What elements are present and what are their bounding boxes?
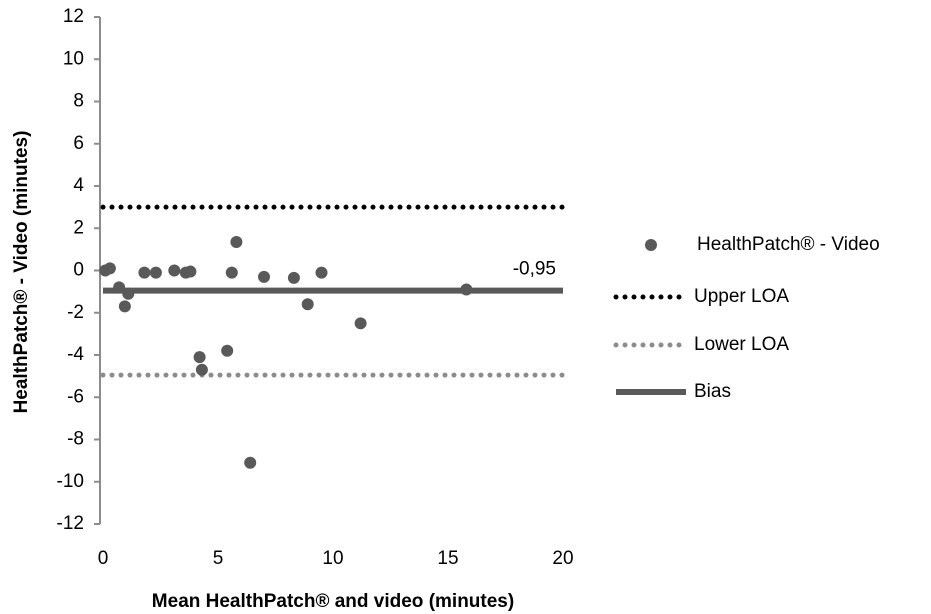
point xyxy=(244,456,257,469)
y-tick-label: 8 xyxy=(73,91,84,112)
point xyxy=(225,266,238,279)
x-tick-label: 10 xyxy=(322,548,343,569)
point xyxy=(460,283,473,296)
y-tick-label: -8 xyxy=(67,429,84,450)
point xyxy=(315,266,328,279)
y-tick-label: -10 xyxy=(57,471,84,492)
point xyxy=(103,262,116,275)
point xyxy=(122,287,135,300)
point xyxy=(258,270,270,283)
y-tick-label: 6 xyxy=(73,133,84,154)
legend-label: Bias xyxy=(694,381,731,402)
point xyxy=(193,351,206,364)
y-tick-label: -2 xyxy=(67,302,84,323)
x-tick-label: 0 xyxy=(98,548,109,569)
y-tick-label: 10 xyxy=(63,48,84,69)
y-tick-label: 12 xyxy=(63,6,84,27)
x-tick-label: 20 xyxy=(552,548,573,569)
point xyxy=(287,271,300,284)
legend-label: HealthPatch® - Video xyxy=(697,234,880,255)
data-label: -0,95 xyxy=(513,259,556,280)
point xyxy=(195,363,208,376)
y-tick-label: -6 xyxy=(67,386,84,407)
y-tick-label: 0 xyxy=(73,260,84,281)
y-tick-label: 4 xyxy=(73,175,84,196)
x-axis-label: Mean HealthPatch® and video (minutes) xyxy=(152,591,514,612)
y-tick-label: -4 xyxy=(67,344,84,365)
legend-marker xyxy=(645,239,657,251)
point xyxy=(118,300,131,313)
point xyxy=(230,235,243,248)
point xyxy=(221,344,234,357)
x-tick-label: 15 xyxy=(437,548,458,569)
y-tick-label: 2 xyxy=(73,217,84,238)
legend-label: Lower LOA xyxy=(694,334,789,355)
point xyxy=(184,265,197,278)
point xyxy=(149,266,162,279)
point xyxy=(138,266,151,279)
point xyxy=(354,317,367,330)
point xyxy=(301,298,314,311)
x-tick-label: 5 xyxy=(213,548,224,569)
point xyxy=(168,264,181,277)
point xyxy=(113,281,126,294)
y-axis-label: HealthPatch® - Video (minutes) xyxy=(11,131,32,414)
legend-label: Upper LOA xyxy=(694,286,789,307)
y-tick-label: -12 xyxy=(57,513,84,534)
